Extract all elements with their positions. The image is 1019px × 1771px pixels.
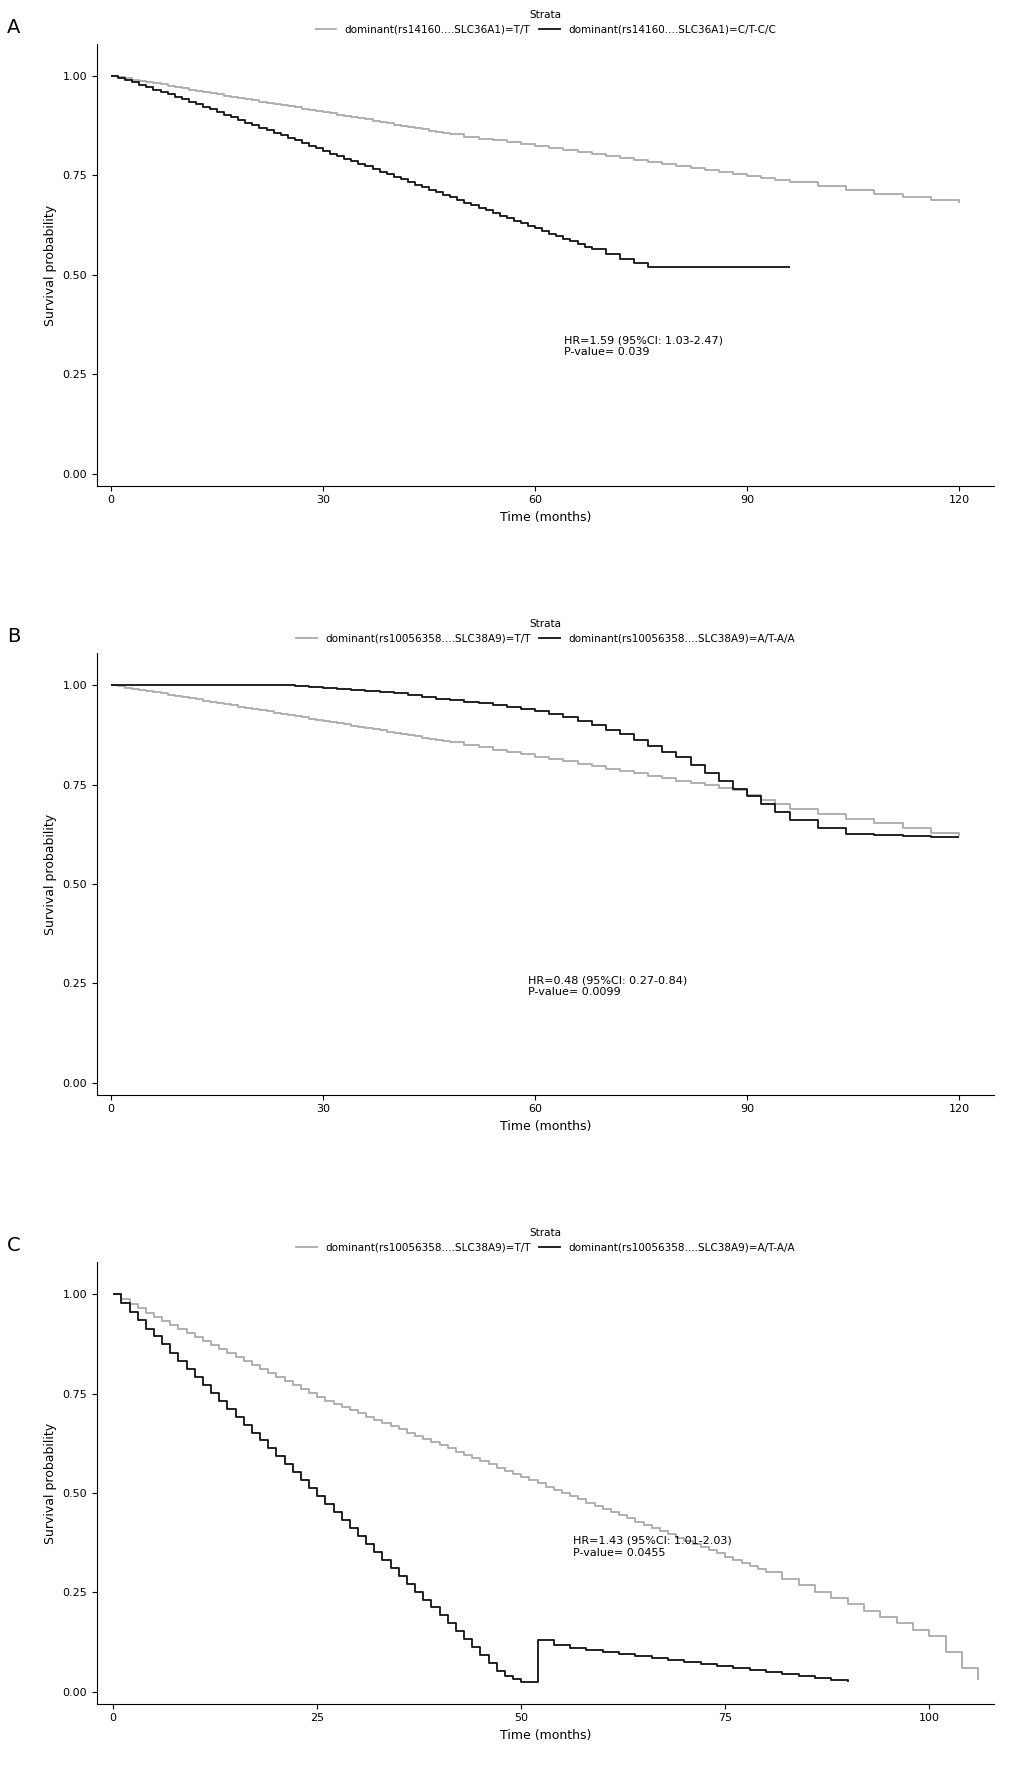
Text: A: A (7, 18, 20, 37)
Legend: dominant(rs14160....SLC36A1)=T/T, dominant(rs14160....SLC36A1)=C/T-C/C: dominant(rs14160....SLC36A1)=T/T, domina… (311, 5, 780, 39)
Text: C: C (7, 1236, 20, 1256)
Text: HR=1.59 (95%CI: 1.03-2.47)
P-value= 0.039: HR=1.59 (95%CI: 1.03-2.47) P-value= 0.03… (564, 335, 721, 358)
X-axis label: Time (months): Time (months) (499, 510, 591, 524)
Y-axis label: Survival probability: Survival probability (44, 1422, 57, 1544)
Text: HR=1.43 (95%CI: 1.01-2.03)
P-value= 0.0455: HR=1.43 (95%CI: 1.01-2.03) P-value= 0.04… (572, 1535, 731, 1557)
Legend: dominant(rs10056358....SLC38A9)=T/T, dominant(rs10056358....SLC38A9)=A/T-A/A: dominant(rs10056358....SLC38A9)=T/T, dom… (291, 1224, 799, 1257)
Y-axis label: Survival probability: Survival probability (44, 204, 57, 326)
Y-axis label: Survival probability: Survival probability (44, 813, 57, 935)
X-axis label: Time (months): Time (months) (499, 1728, 591, 1743)
Legend: dominant(rs10056358....SLC38A9)=T/T, dominant(rs10056358....SLC38A9)=A/T-A/A: dominant(rs10056358....SLC38A9)=T/T, dom… (291, 615, 799, 648)
Text: HR=0.48 (95%CI: 0.27-0.84)
P-value= 0.0099: HR=0.48 (95%CI: 0.27-0.84) P-value= 0.00… (527, 976, 687, 997)
Text: B: B (7, 627, 20, 646)
X-axis label: Time (months): Time (months) (499, 1119, 591, 1133)
